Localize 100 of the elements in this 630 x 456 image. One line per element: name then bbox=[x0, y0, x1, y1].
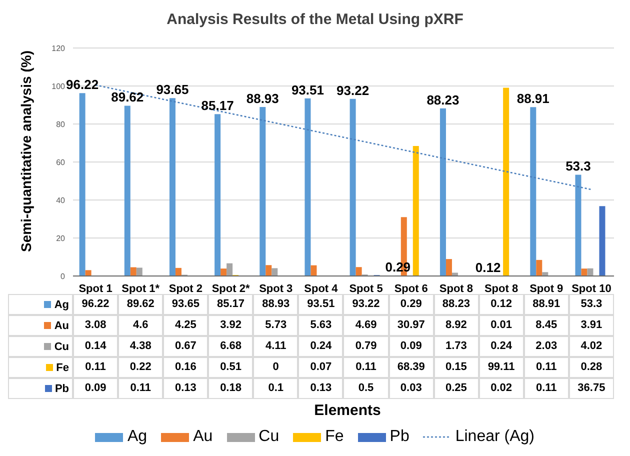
data-label: 0.02 bbox=[478, 378, 524, 399]
text: Fe bbox=[325, 428, 344, 445]
data-label: 88.23 bbox=[434, 294, 479, 315]
data-label: 0.16 bbox=[163, 357, 208, 378]
chart-title: Analysis Results of the Metal Using pXRF bbox=[166, 10, 464, 30]
data-label: 0.09 bbox=[73, 378, 118, 399]
data-label: 0.15 bbox=[434, 357, 479, 378]
y-tick-label: 120 bbox=[52, 44, 66, 53]
text: 93.51 bbox=[291, 82, 324, 98]
text: 88.23 bbox=[426, 92, 460, 108]
legend-label: Fe bbox=[56, 362, 69, 374]
data-label: 0.29 bbox=[388, 294, 434, 315]
x-tick-label: Spot 2 bbox=[168, 282, 203, 295]
data-label: 4.25 bbox=[163, 315, 208, 336]
data-label: 0.13 bbox=[163, 378, 208, 399]
y-tick-label: 20 bbox=[56, 234, 66, 243]
data-label: 0.11 bbox=[343, 357, 389, 378]
data-label: 0.67 bbox=[163, 336, 208, 357]
y-tick-label: 80 bbox=[56, 120, 66, 129]
data-label: 6.68 bbox=[208, 336, 254, 357]
data-label: 0.51 bbox=[208, 357, 254, 378]
text: Elements bbox=[314, 402, 381, 419]
y-tick-label: 60 bbox=[56, 158, 66, 167]
data-label: 88.91 bbox=[524, 294, 569, 315]
y-tick-label: 40 bbox=[56, 196, 66, 205]
data-label: 3.08 bbox=[73, 315, 118, 336]
x-tick-label: Spot 3 bbox=[259, 282, 293, 295]
data-label: 96.22 bbox=[73, 294, 118, 315]
data-label: 0.22 bbox=[118, 357, 164, 378]
data-label: 0.79 bbox=[343, 336, 389, 357]
data-label: 1.73 bbox=[434, 336, 479, 357]
text: 88.91 bbox=[516, 91, 550, 106]
data-label: 0 bbox=[253, 357, 298, 378]
text: 53.3 bbox=[566, 158, 591, 174]
data-label: 0.14 bbox=[73, 336, 118, 357]
data-label: 4.11 bbox=[253, 336, 298, 357]
text: Ag bbox=[127, 428, 148, 445]
y-axis-title: Semi-quantitative analysis (%) bbox=[18, 50, 34, 252]
x-tick-label: Spot 8 bbox=[484, 282, 518, 295]
data-label: 0.1 bbox=[253, 378, 298, 399]
text: Cu bbox=[258, 428, 280, 445]
text: Au bbox=[193, 428, 213, 445]
x-tick-label: Spot 1 bbox=[78, 282, 112, 295]
x-tick-label: Spot 1* bbox=[122, 282, 160, 295]
data-label: 3.91 bbox=[568, 315, 614, 336]
data-label: 93.65 bbox=[163, 294, 208, 315]
x-tick-label: Spot 6 bbox=[394, 282, 428, 295]
data-label: 0.03 bbox=[388, 378, 434, 399]
data-label: 0.12 bbox=[478, 294, 524, 315]
data-label: 0.11 bbox=[524, 357, 569, 378]
data-label: 0.5 bbox=[343, 378, 389, 399]
data-label: 2.03 bbox=[524, 336, 569, 357]
data-label: 0.25 bbox=[434, 378, 479, 399]
legend-label: Linear (Ag) bbox=[455, 428, 534, 446]
x-tick-label: Spot 8 bbox=[439, 282, 474, 295]
text: Pb bbox=[390, 428, 410, 445]
text: 0.12 bbox=[475, 260, 501, 275]
x-tick-label: Spot 4 bbox=[304, 282, 339, 295]
data-label: 85.17 bbox=[208, 294, 254, 315]
x-tick-label: Spot 10 bbox=[572, 282, 612, 295]
legend-label: Ag bbox=[54, 298, 69, 310]
data-label: 36.75 bbox=[568, 378, 614, 399]
y-tick-label: 0 bbox=[60, 272, 66, 281]
text: 88.93 bbox=[246, 91, 279, 106]
text: 96.22 bbox=[66, 77, 99, 92]
text: 93.22 bbox=[336, 82, 370, 98]
data-label: 0.11 bbox=[524, 378, 569, 399]
y-tick-label: 100 bbox=[52, 82, 66, 91]
data-label: 93.51 bbox=[298, 294, 344, 315]
text: 89.62 bbox=[111, 90, 144, 105]
data-label: 4.38 bbox=[118, 336, 164, 357]
text: 93.65 bbox=[156, 82, 189, 98]
text: 85.17 bbox=[201, 98, 234, 114]
data-label: 99.11 bbox=[478, 357, 524, 378]
data-label: 0.11 bbox=[73, 357, 118, 378]
legend-label: Au bbox=[54, 320, 69, 332]
data-label: 0.09 bbox=[388, 336, 434, 357]
data-label: 0.13 bbox=[298, 378, 344, 399]
data-label: 4.6 bbox=[118, 315, 164, 336]
data-label: 93.22 bbox=[343, 294, 389, 315]
legend-label: Pb bbox=[54, 382, 69, 394]
data-label: 88.93 bbox=[253, 294, 298, 315]
data-label: 8.45 bbox=[524, 315, 569, 336]
data-label: 0.24 bbox=[478, 336, 524, 357]
data-label: 4.02 bbox=[568, 336, 614, 357]
legend-label: Cu bbox=[54, 340, 69, 352]
data-label: 0.07 bbox=[298, 357, 344, 378]
data-label: 5.73 bbox=[253, 315, 298, 336]
data-label: 89.62 bbox=[118, 294, 164, 315]
data-label: 0.11 bbox=[118, 378, 164, 399]
data-label: 8.92 bbox=[434, 315, 479, 336]
data-label: 0.01 bbox=[478, 315, 524, 336]
data-label: 68.39 bbox=[388, 357, 434, 378]
data-label: 4.69 bbox=[343, 315, 389, 336]
x-tick-label: Spot 2* bbox=[212, 282, 250, 295]
data-label: 5.63 bbox=[298, 315, 344, 336]
data-label: 3.92 bbox=[208, 315, 254, 336]
x-tick-label: Spot 5 bbox=[349, 282, 383, 295]
data-label: 53.3 bbox=[568, 294, 614, 315]
data-label: 30.97 bbox=[388, 315, 434, 336]
